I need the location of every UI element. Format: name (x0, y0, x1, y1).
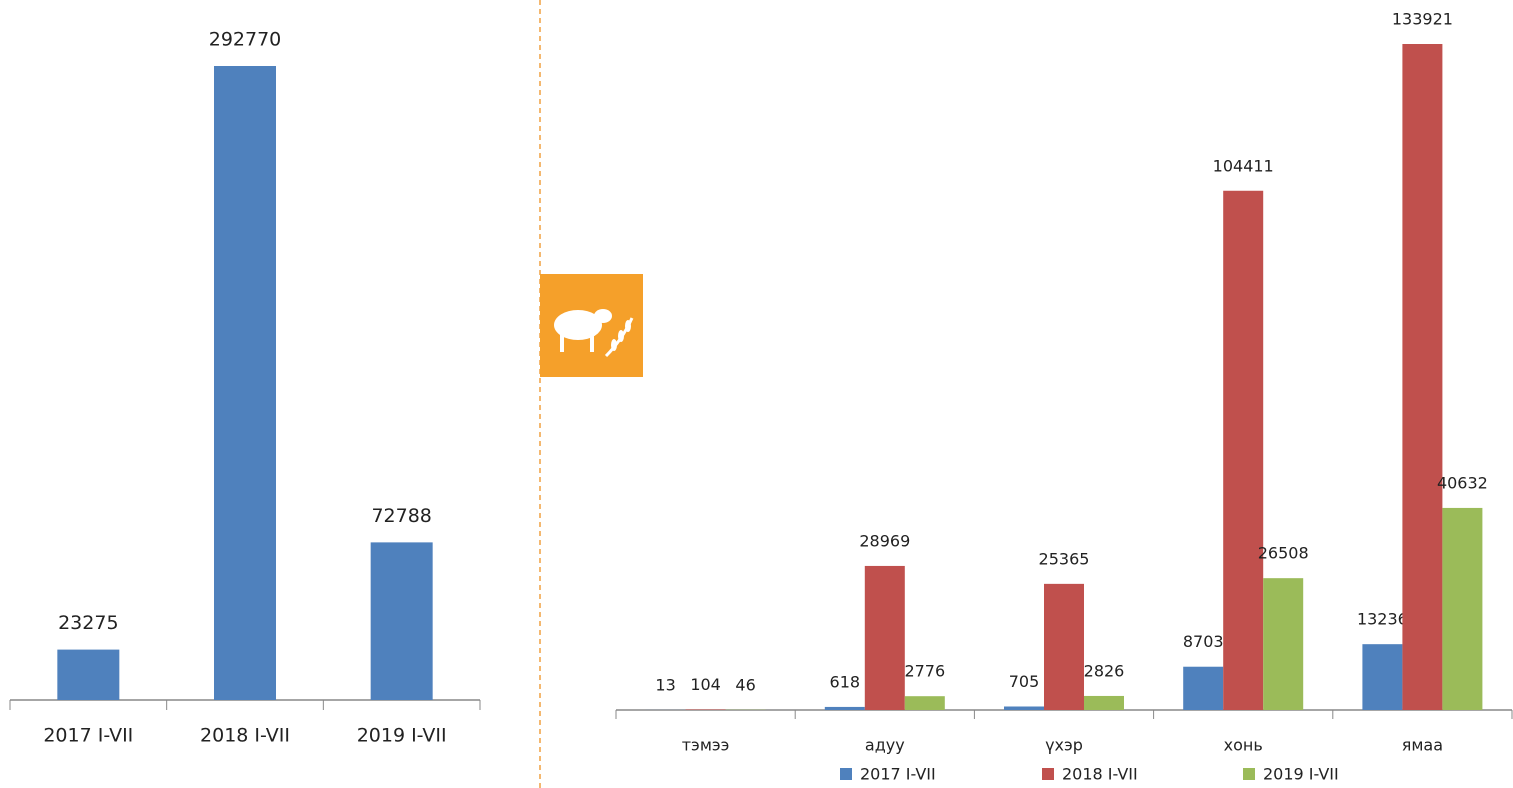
bar (904, 696, 945, 710)
bar (1183, 666, 1224, 710)
legend-label: 2017 I-VII (860, 765, 936, 784)
data-label: 104411 (1213, 156, 1274, 175)
x-tick-label: ямаа (1402, 736, 1443, 755)
legend-swatch (1243, 768, 1255, 780)
x-tick-label: үхэр (1045, 736, 1083, 755)
data-label: 13236 (1357, 610, 1408, 629)
bar (685, 709, 726, 710)
bar (824, 706, 865, 710)
data-label: 72788 (371, 505, 431, 527)
x-tick-label: тэмээ (682, 736, 730, 755)
data-label: 2776 (904, 662, 945, 681)
data-label: 2826 (1084, 661, 1125, 680)
data-label: 705 (1009, 672, 1040, 691)
x-tick-label: хонь (1224, 736, 1263, 755)
legend-label: 2018 I-VII (1062, 765, 1138, 784)
bar (1402, 44, 1443, 710)
data-label: 13 (655, 675, 675, 694)
data-label: 25365 (1039, 549, 1090, 568)
bar (370, 542, 433, 700)
bar (1362, 644, 1403, 710)
bar (1044, 583, 1084, 710)
legend-swatch (840, 768, 852, 780)
data-label: 46 (735, 675, 755, 694)
x-tick-label: 2018 I-VII (200, 725, 290, 747)
data-label: 8703 (1183, 632, 1224, 651)
x-tick-label: адуу (865, 736, 905, 755)
bar (1442, 507, 1483, 710)
bar (214, 66, 276, 700)
legend-swatch (1042, 768, 1054, 780)
data-label: 23275 (58, 612, 118, 634)
x-tick-label: 2017 I-VII (43, 725, 133, 747)
data-label: 133921 (1392, 10, 1453, 29)
data-label: 26508 (1258, 544, 1309, 563)
bar (1084, 695, 1124, 710)
data-label: 28969 (859, 531, 910, 550)
data-label: 618 (830, 672, 861, 691)
sheep-icon (540, 274, 643, 377)
data-label: 104 (690, 675, 721, 694)
legend-label: 2019 I-VII (1263, 765, 1339, 784)
data-label: 40632 (1437, 473, 1488, 492)
data-label: 292770 (209, 29, 282, 51)
bar (1223, 190, 1264, 711)
bar (864, 565, 905, 710)
bar (57, 649, 120, 700)
bar (1263, 578, 1304, 710)
bar (1004, 706, 1044, 710)
x-tick-label: 2019 I-VII (357, 725, 447, 747)
